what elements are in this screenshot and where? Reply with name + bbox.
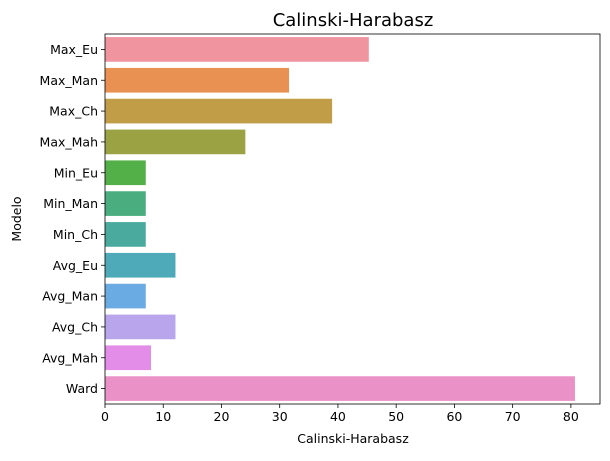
bar-min-ch xyxy=(105,222,146,247)
y-tick-label-max-ch: Max_Ch xyxy=(49,104,98,119)
bar-max-man xyxy=(105,67,290,93)
y-tick-label-ward: Ward xyxy=(66,381,98,396)
x-tick-label-40: 40 xyxy=(330,409,346,424)
x-tick-label-10: 10 xyxy=(155,409,171,424)
y-tick-label-max-mah: Max_Mah xyxy=(40,134,98,149)
bar-avg-eu xyxy=(105,252,176,278)
y-axis-label: Modelo xyxy=(9,196,24,241)
y-tick-label-avg-eu: Avg_Eu xyxy=(53,258,98,273)
x-tick-label-60: 60 xyxy=(446,409,462,424)
bar-ward xyxy=(105,376,575,401)
bar-max-mah xyxy=(105,129,246,155)
plot-frame xyxy=(104,33,601,405)
x-tick-label-0: 0 xyxy=(101,409,109,424)
x-tick-label-20: 20 xyxy=(214,409,230,424)
y-tick-label-avg-ch: Avg_Ch xyxy=(52,319,98,334)
y-tick-label-avg-man: Avg_Man xyxy=(42,289,98,304)
x-tick-label-80: 80 xyxy=(563,409,579,424)
x-axis-label: Calinski-Harabasz xyxy=(297,431,409,446)
y-tick-label-avg-mah: Avg_Mah xyxy=(42,350,98,365)
x-tick-label-30: 30 xyxy=(272,409,288,424)
y-tick-label-min-man: Min_Man xyxy=(43,196,98,211)
chart-title: Calinski-Harabasz xyxy=(273,10,434,31)
x-tick-label-70: 70 xyxy=(505,409,521,424)
y-tick-label-min-eu: Min_Eu xyxy=(54,165,98,180)
y-tick-label-min-ch: Min_Ch xyxy=(53,227,98,242)
bar-min-eu xyxy=(105,160,146,186)
y-tick-label-max-eu: Max_Eu xyxy=(50,42,98,57)
bar-max-ch xyxy=(105,98,333,124)
bar-max-eu xyxy=(105,37,369,62)
bars-group xyxy=(105,37,575,401)
y-tick-label-max-man: Max_Man xyxy=(40,73,98,88)
bar-avg-ch xyxy=(105,314,176,340)
axes-group: Max_Eu Max_Man Max_Ch Max_Mah Min_Eu Min_Man M… xyxy=(40,33,601,424)
bar-min-man xyxy=(105,191,146,216)
bar-avg-mah xyxy=(105,345,152,371)
x-tick-label-50: 50 xyxy=(388,409,404,424)
bar-avg-man xyxy=(105,283,146,309)
